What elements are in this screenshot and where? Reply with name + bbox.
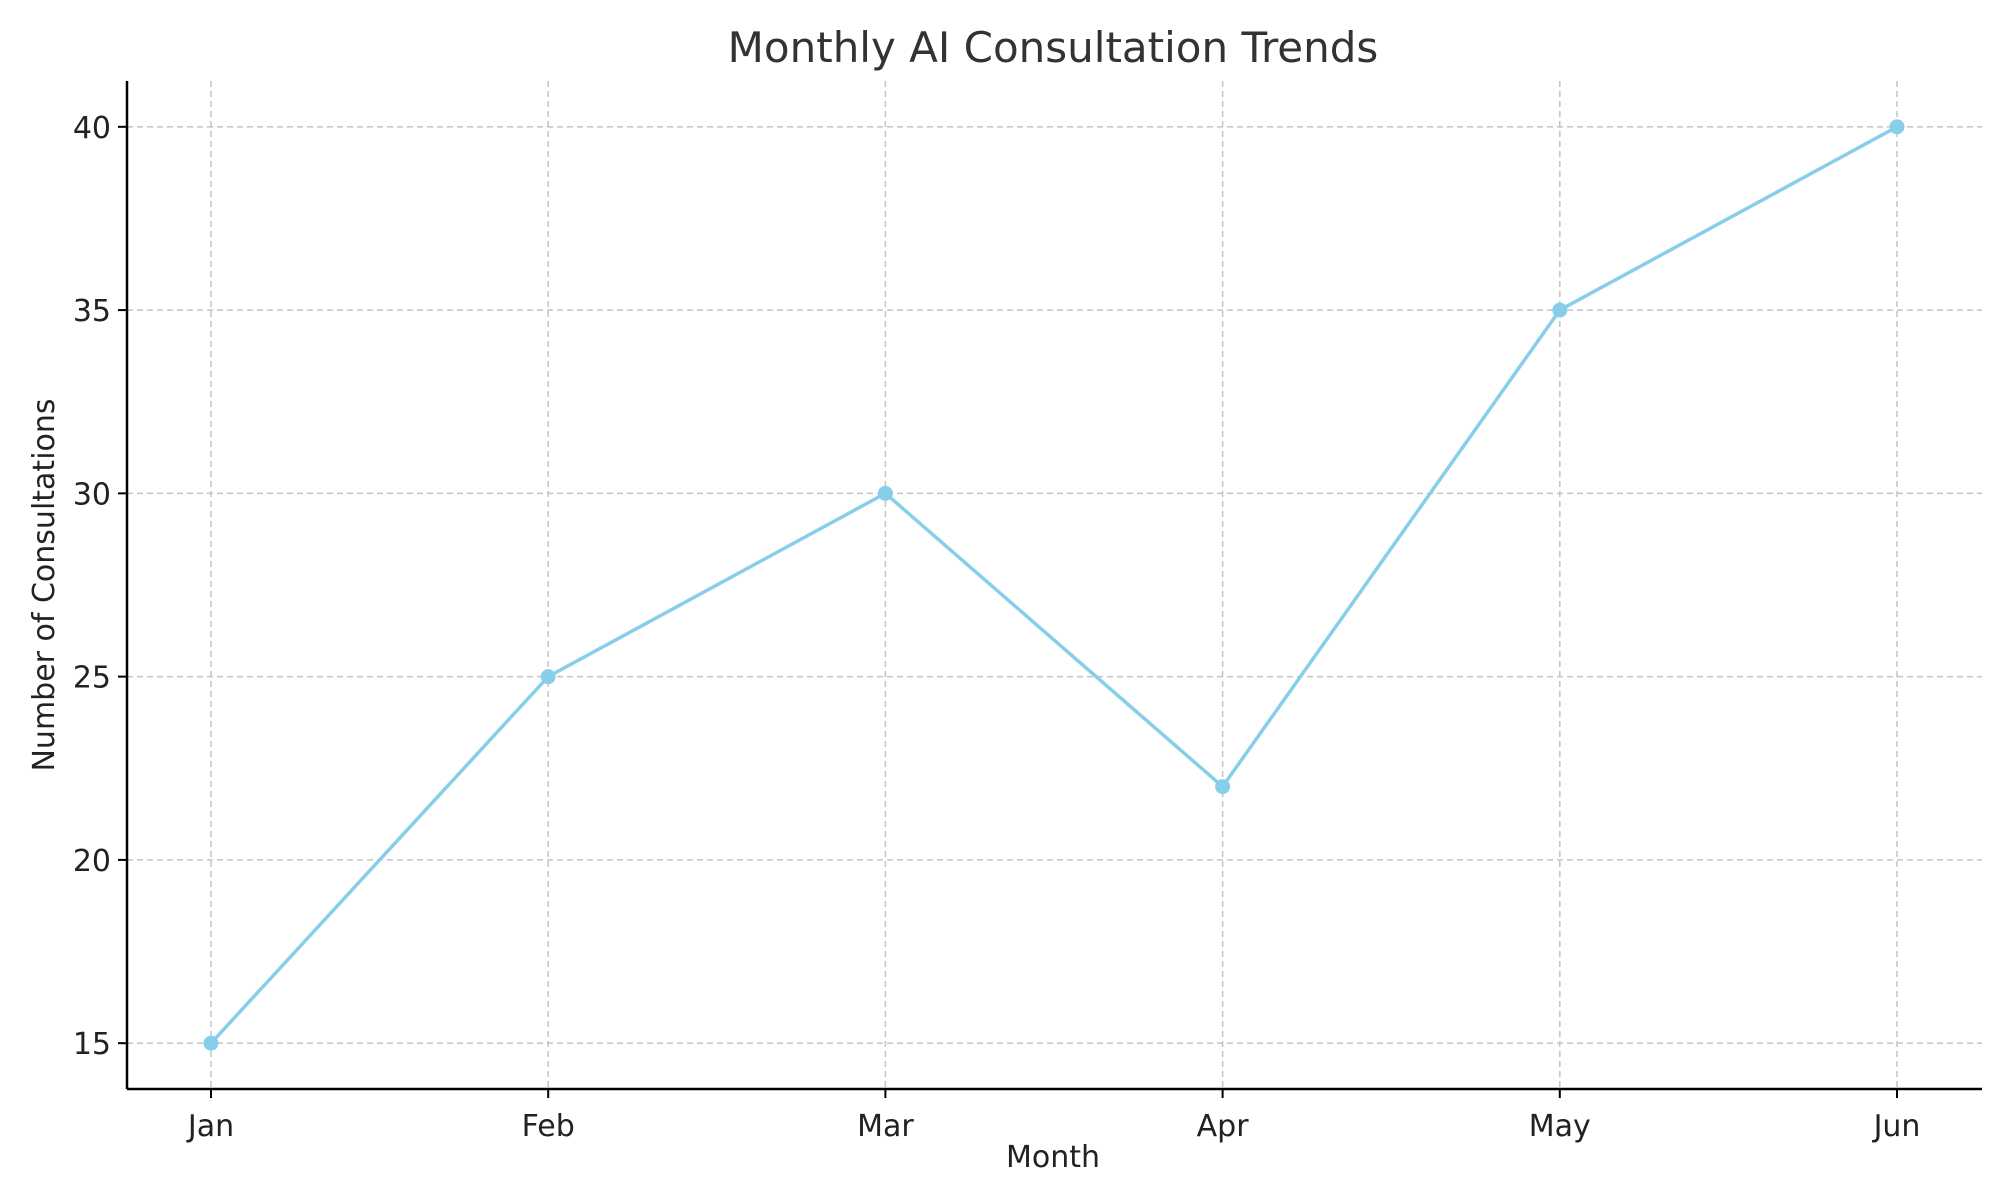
y-axis-label: Number of Consultations <box>27 398 62 771</box>
y-tick-label: 15 <box>73 1027 111 1062</box>
x-tick-label: Mar <box>857 1109 914 1144</box>
data-point-jan <box>203 1035 219 1051</box>
x-tick-label: Feb <box>522 1109 575 1144</box>
data-point-apr <box>1215 779 1231 795</box>
series-line <box>209 125 1898 1045</box>
y-tick-label: 40 <box>73 111 111 146</box>
y-ticks: 15 20 25 30 35 40 <box>73 111 127 1062</box>
x-tick-label: May <box>1529 1109 1591 1144</box>
x-ticks: Jan Feb Mar Apr May Jun <box>186 1089 1921 1144</box>
y-tick-label: 20 <box>73 844 111 879</box>
data-point-feb <box>540 669 556 685</box>
chart-title: Monthly AI Consultation Trends <box>728 23 1379 72</box>
data-point-may <box>1552 302 1568 318</box>
y-tick-label: 30 <box>73 477 111 512</box>
axes <box>125 81 1982 1091</box>
x-tick-label: Jan <box>186 1109 234 1144</box>
x-tick-label: Jun <box>1872 1109 1921 1144</box>
data-point-jun <box>1889 119 1905 135</box>
series <box>203 119 1905 1051</box>
x-tick-label: Apr <box>1197 1109 1250 1144</box>
grid <box>127 81 1982 1089</box>
x-axis-label: Month <box>1006 1140 1100 1175</box>
y-tick-label: 25 <box>73 661 111 696</box>
data-point-mar <box>877 485 893 501</box>
y-tick-label: 35 <box>73 294 111 329</box>
